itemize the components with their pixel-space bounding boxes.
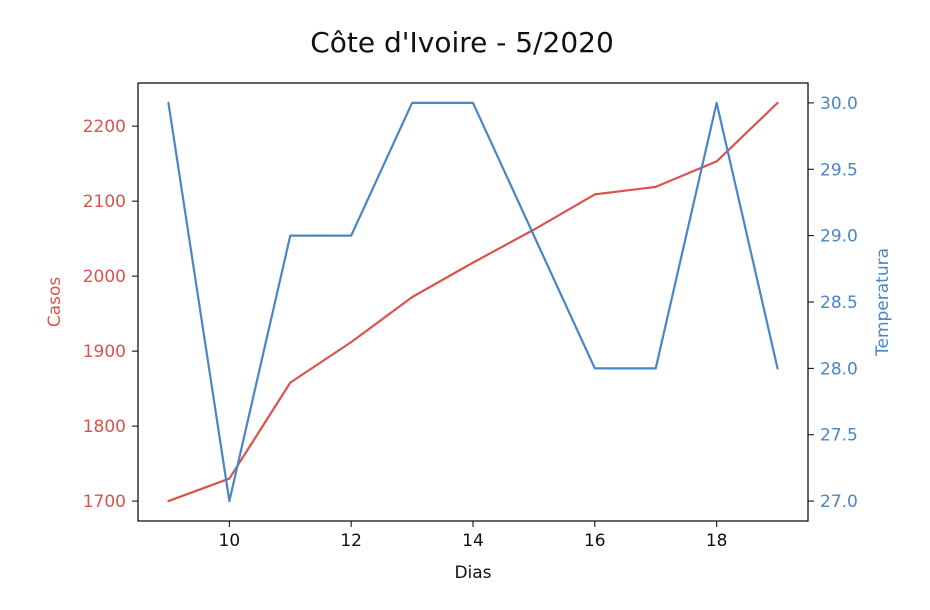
right-y-tick-label: 28.0 (820, 359, 858, 379)
left-y-tick-label: 1700 (83, 492, 126, 512)
left-y-tick-label: 2100 (83, 192, 126, 212)
right-y-axis: 27.0 27.5 28.0 28.5 29.0 29.5 30.0 (808, 94, 858, 512)
right-y-tick-label: 29.5 (820, 160, 858, 180)
left-y-axis: 1700 1800 1900 2000 2100 2200 (83, 117, 138, 512)
right-y-tick-label: 29.0 (820, 227, 858, 247)
right-y-tick-label: 30.0 (820, 94, 858, 114)
left-y-tick-label: 2000 (83, 267, 126, 287)
x-tick-label: 10 (219, 531, 241, 551)
right-y-axis-label: Temperatura (873, 248, 893, 357)
right-y-tick-label: 27.5 (820, 426, 858, 446)
x-tick-label: 16 (584, 531, 606, 551)
x-tick-label: 18 (706, 531, 728, 551)
series-layer (167, 101, 779, 503)
x-axis-label: Dias (454, 563, 491, 583)
right-y-tick-label: 27.0 (820, 492, 858, 512)
plot-frame (137, 82, 809, 522)
left-y-axis-label: Casos (45, 277, 65, 328)
left-y-tick-label: 2200 (83, 117, 126, 137)
x-axis: 10 12 14 16 18 (219, 521, 728, 551)
left-y-tick-label: 1900 (83, 342, 126, 362)
series-line-temperatura (167, 101, 779, 503)
chart-title: Côte d'Ivoire - 5/2020 (310, 26, 614, 59)
x-tick-label: 12 (340, 531, 362, 551)
left-y-tick-label: 1800 (83, 417, 126, 437)
right-y-tick-label: 28.5 (820, 293, 858, 313)
series-line-casos (167, 101, 779, 503)
x-tick-label: 14 (462, 531, 484, 551)
